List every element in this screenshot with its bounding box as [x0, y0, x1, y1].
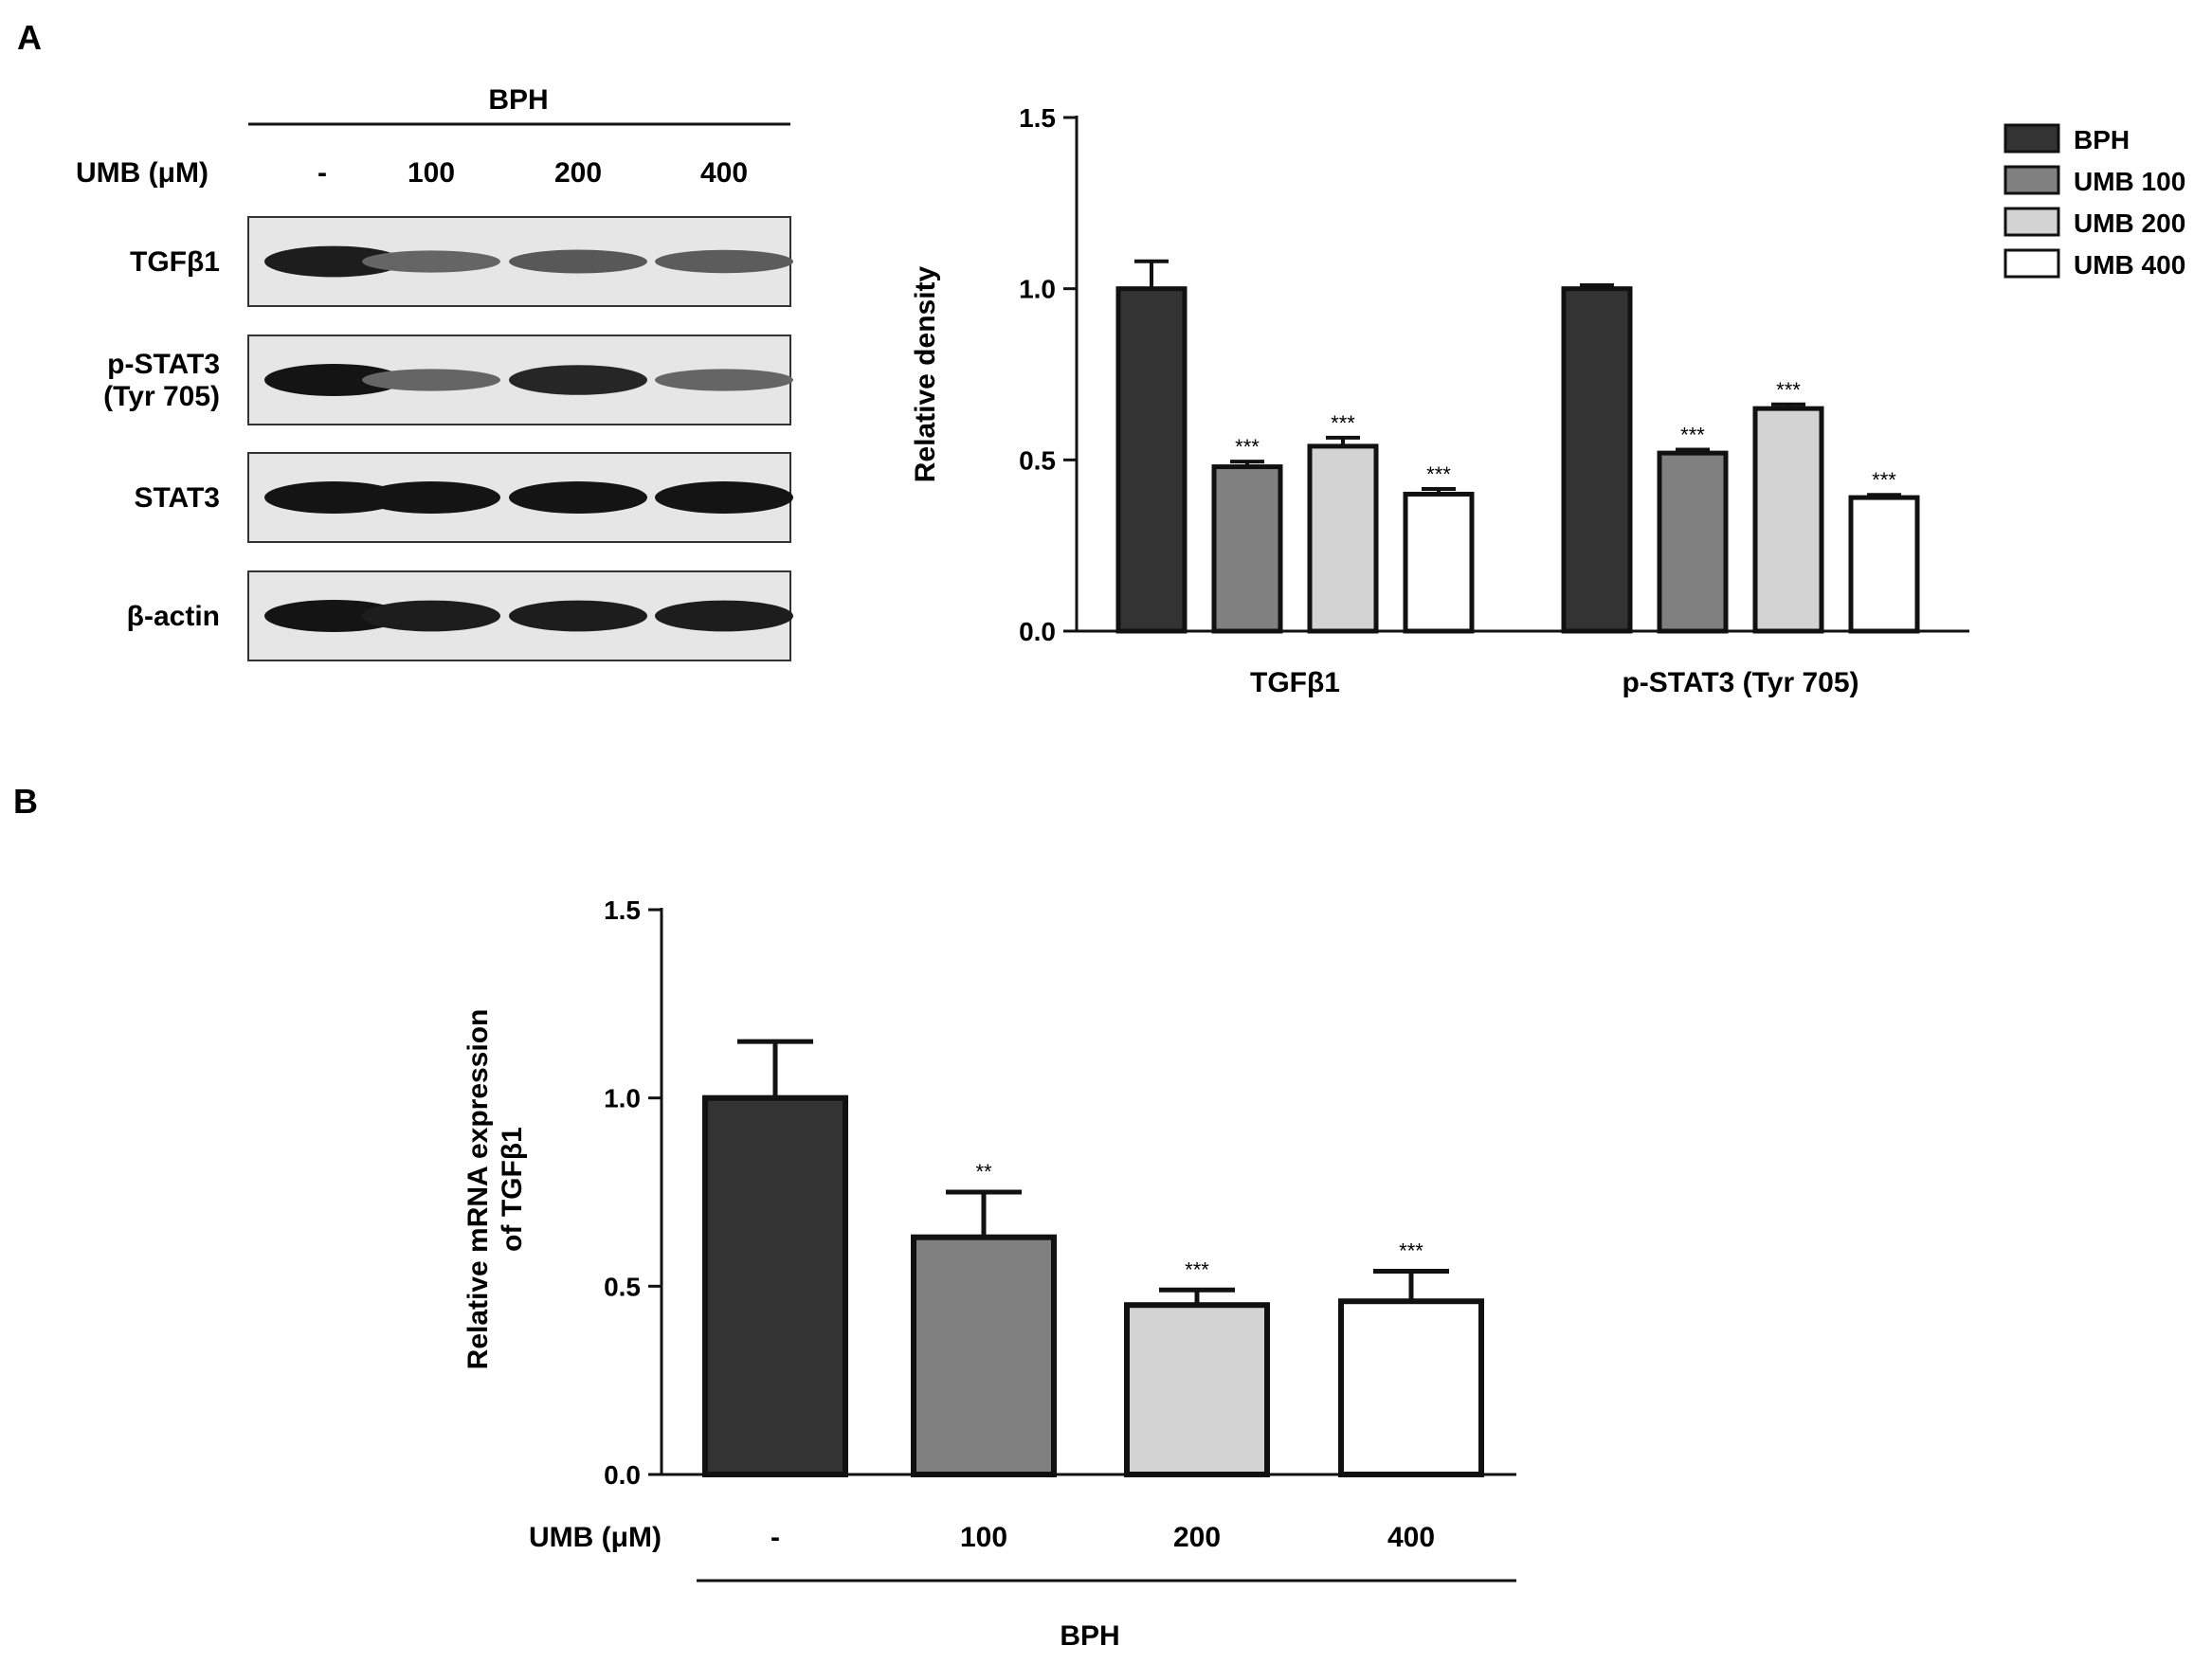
blot-band [655, 369, 793, 391]
panel-a-letter: A [17, 18, 42, 57]
blot-treatment-label: UMB (μM) [76, 157, 209, 189]
panel-b-letter: B [13, 782, 38, 821]
chart-a-significance: *** [1235, 435, 1260, 459]
blot-band [362, 369, 500, 391]
chart-a-bar [1657, 450, 1729, 634]
chart-b: 0.0 0.5 1.0 1.5 Relative mRNA expression of T… [462, 895, 1516, 1652]
blot-band [655, 600, 793, 632]
chart-a-y-tick-label: 0.0 [1019, 617, 1056, 646]
chart-b-y-tick-label: 1.0 [604, 1084, 641, 1113]
blot-band [509, 481, 647, 514]
chart-a-y-tick-label: 1.0 [1019, 275, 1056, 304]
chart-a-y-axis-label: Relative density [910, 265, 941, 482]
chart-b-bar [911, 1234, 1057, 1478]
chart-a-category-label: p-STAT3 (Tyr 705) [1622, 667, 1858, 698]
chart-a-legend-label: BPH [2074, 125, 2130, 154]
chart-a-legend-swatch [2003, 248, 2060, 279]
blot-group-label: BPH [488, 84, 548, 116]
chart-a-significance: *** [1872, 468, 1896, 492]
chart-a-bar [1115, 286, 1188, 634]
chart-a-bar [1307, 443, 1379, 634]
blot-row-label: TGFβ1 [130, 246, 220, 278]
blot-band [362, 600, 500, 632]
blot-band [655, 481, 793, 514]
blot-band [509, 249, 647, 274]
blot-row: β-actin [127, 570, 793, 661]
chart-b-category-label: 400 [1387, 1522, 1435, 1553]
blot-row: p-STAT3(Tyr 705) [103, 335, 793, 425]
blot-row-label: β-actin [127, 601, 220, 632]
chart-b-y-tick-label: 0.0 [604, 1460, 641, 1490]
chart-b-category-label: - [771, 1522, 780, 1553]
chart-a: 0.0 0.5 1.0 1.5 Relative density *** *** *** ***… [910, 103, 2185, 698]
chart-a-bar [1403, 491, 1475, 634]
chart-a-significance: *** [1776, 378, 1801, 402]
chart-a-bar [1752, 406, 1824, 634]
chart-b-category-label: 100 [960, 1522, 1007, 1553]
blot-row-label: STAT3 [134, 482, 220, 514]
chart-a-legend: BPH UMB 100 UMB 200 UMB 400 [2003, 123, 2185, 280]
chart-a-significance: *** [1426, 462, 1451, 486]
blot-row: TGFβ1 [130, 216, 793, 307]
blot-lane-label: 400 [700, 157, 748, 189]
chart-b-y-tick-label: 0.5 [604, 1272, 641, 1301]
chart-a-bar [1211, 464, 1283, 634]
blot-band [264, 364, 403, 396]
blot-row-label: p-STAT3 [107, 349, 220, 380]
chart-a-y-tick-label: 0.5 [1019, 445, 1056, 475]
blot-band [264, 245, 403, 278]
blot-band [655, 249, 793, 274]
chart-a-bar [1561, 286, 1633, 634]
chart-b-bar [702, 1094, 848, 1477]
chart-b-x-axis-label: UMB (μM) [529, 1522, 662, 1553]
chart-a-legend-swatch [2003, 165, 2060, 195]
chart-b-y-axis-label: of TGFβ1 [497, 1127, 528, 1252]
blot-row: STAT3 [134, 452, 793, 543]
chart-a-legend-label: UMB 400 [2074, 250, 2185, 280]
blot-row-label: (Tyr 705) [103, 381, 220, 412]
chart-b-significance: ** [975, 1160, 992, 1184]
chart-a-legend-label: UMB 200 [2074, 208, 2185, 238]
blot-lane-label: 200 [554, 157, 602, 189]
chart-b-significance: *** [1185, 1257, 1209, 1281]
chart-b-bar [1124, 1302, 1270, 1477]
blot-lane-labels: - 100 200 400 [317, 157, 748, 189]
chart-a-y-tick-label: 1.5 [1019, 103, 1056, 133]
blot-band [264, 600, 403, 632]
chart-b-significance: *** [1399, 1239, 1423, 1262]
western-blot: TGFβ1 p-STAT3(Tyr 705) STAT3 β-actin [103, 216, 793, 661]
chart-a-significance: *** [1680, 423, 1705, 446]
blot-lane-label: - [317, 157, 327, 189]
chart-b-group-label: BPH [1060, 1620, 1119, 1652]
chart-a-category-label: TGFβ1 [1250, 667, 1340, 698]
chart-a-legend-swatch [2003, 207, 2060, 237]
blot-band [362, 250, 500, 273]
chart-a-significance: *** [1331, 411, 1355, 435]
chart-b-y-axis-label: Relative mRNA expression [462, 1009, 494, 1370]
chart-a-legend-swatch [2003, 123, 2060, 154]
chart-b-y-tick-label: 1.5 [604, 895, 641, 925]
chart-a-legend-label: UMB 100 [2074, 167, 2185, 196]
blot-band [509, 600, 647, 632]
blot-band [509, 365, 647, 395]
chart-a-bar [1848, 495, 1920, 634]
chart-b-bar [1338, 1298, 1484, 1478]
blot-band [362, 481, 500, 514]
blot-band [264, 481, 403, 514]
chart-b-category-label: 200 [1173, 1522, 1221, 1553]
blot-lane-label: 100 [408, 157, 455, 189]
